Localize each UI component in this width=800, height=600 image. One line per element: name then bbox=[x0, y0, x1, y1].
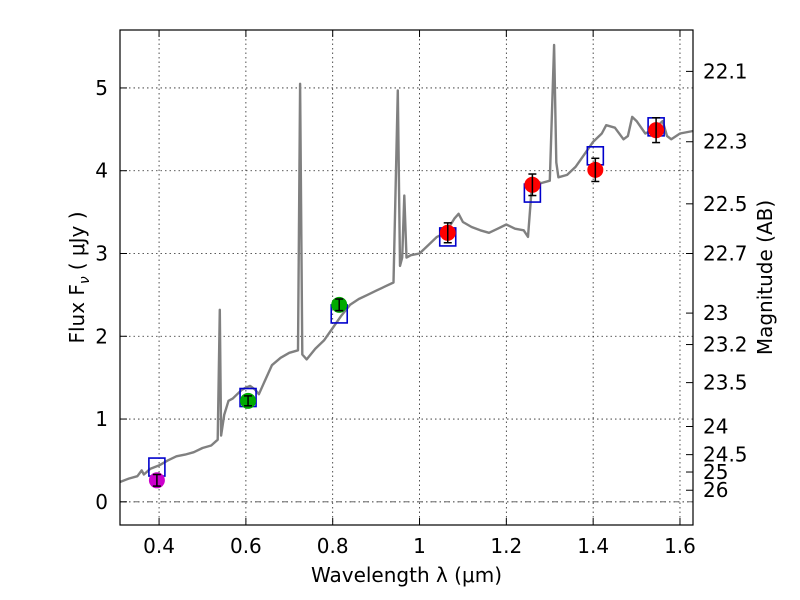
magnitude-tick-label: 26 bbox=[703, 478, 728, 502]
y-tick-label: 0 bbox=[95, 490, 108, 514]
y-tick-label: 4 bbox=[95, 159, 108, 183]
y-tick-label: 3 bbox=[95, 241, 108, 265]
x-tick-label: 0.4 bbox=[143, 534, 175, 558]
magnitude-tick-label: 24 bbox=[703, 414, 728, 438]
magnitude-tick-label: 23.2 bbox=[703, 333, 748, 357]
y-axis-label-unit: ( μJy ) bbox=[65, 211, 89, 270]
right-y-axis-label: Magnitude (AB) bbox=[753, 200, 777, 355]
observations-layer bbox=[148, 116, 665, 489]
y-axis-label-main: Flux F bbox=[65, 284, 89, 343]
x-tick-label: 1.6 bbox=[664, 534, 696, 558]
magnitude-tick-label: 25 bbox=[703, 460, 728, 484]
x-tick-label: 0.6 bbox=[230, 534, 262, 558]
y-axis-label: Flux Fν ( μJy ) bbox=[65, 211, 93, 343]
x-tick-label: 1 bbox=[413, 534, 426, 558]
x-axis-label: Wavelength λ (μm) bbox=[311, 563, 502, 587]
model-spectrum-line bbox=[119, 43, 694, 484]
model-photometry-layer bbox=[148, 117, 665, 477]
magnitude-tick-label: 24.5 bbox=[703, 443, 748, 467]
magnitude-tick-label: 22.1 bbox=[703, 59, 748, 83]
x-tick-label: 1.4 bbox=[577, 534, 609, 558]
magnitude-tick-label: 23.5 bbox=[703, 371, 748, 395]
tick-layer: 0.4 0.6 0.8 1 1.2 1.4 1.601234522.122.322.522.… bbox=[95, 30, 748, 558]
magnitude-tick-label: 22.5 bbox=[703, 192, 748, 216]
model-spectrum-layer bbox=[119, 43, 694, 484]
magnitude-tick-label: 23 bbox=[703, 301, 728, 325]
plot-frame bbox=[119, 29, 694, 526]
svg-text:Flux Fν( μJy ): Flux Fν ( μJy ) bbox=[65, 211, 93, 343]
magnitude-tick-label: 22.3 bbox=[703, 130, 748, 154]
y-tick-label: 2 bbox=[95, 324, 108, 348]
y-tick-label: 1 bbox=[95, 407, 108, 431]
y-tick-label: 5 bbox=[95, 76, 108, 100]
y-axis-label-sub: ν bbox=[77, 276, 93, 284]
magnitude-tick-label: 22.7 bbox=[703, 241, 748, 265]
x-tick-label: 0.8 bbox=[317, 534, 349, 558]
grid-layer bbox=[120, 30, 693, 525]
x-tick-label: 1.2 bbox=[490, 534, 522, 558]
